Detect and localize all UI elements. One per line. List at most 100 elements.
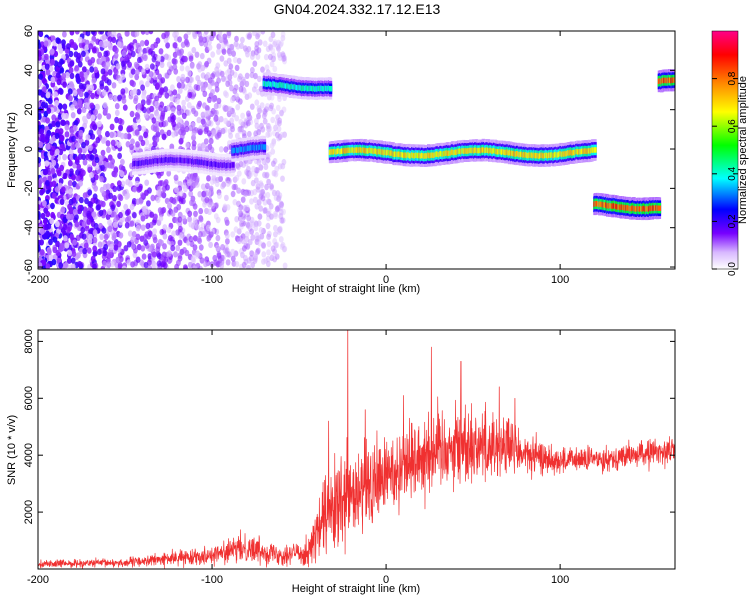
noise-cell	[266, 178, 271, 186]
noise-cell	[58, 128, 64, 135]
noise-cell	[162, 224, 168, 231]
noise-cell	[82, 210, 88, 218]
noise-cell	[38, 101, 41, 108]
noise-cell	[106, 146, 111, 153]
noise-cell	[171, 131, 177, 138]
noise-cell	[120, 88, 126, 95]
noise-cell	[264, 64, 270, 71]
noise-cell	[181, 99, 187, 107]
noise-cell	[88, 144, 93, 152]
noise-cell	[135, 225, 141, 232]
noise-cell	[266, 208, 272, 215]
noise-cell	[126, 208, 131, 215]
noise-cell	[205, 145, 210, 152]
noise-cell	[279, 109, 284, 117]
noise-cell	[81, 233, 87, 240]
noise-cell	[263, 53, 269, 61]
noise-cell	[70, 112, 76, 119]
noise-cell	[87, 166, 93, 174]
noise-cell	[276, 194, 282, 202]
noise-cell	[81, 83, 87, 90]
noise-cell	[189, 62, 195, 70]
noise-cell	[108, 44, 113, 51]
noise-cell	[67, 88, 73, 95]
noise-cell	[143, 233, 148, 241]
noise-cell	[163, 120, 169, 127]
noise-cell	[280, 163, 286, 170]
noise-cell	[84, 225, 90, 232]
noise-cell	[257, 213, 263, 220]
noise-cell	[99, 31, 105, 35]
noise-cell	[68, 207, 74, 214]
noise-cell	[170, 112, 175, 120]
noise-cell	[241, 78, 247, 86]
noise-cell	[42, 86, 47, 93]
noise-cell	[202, 102, 207, 109]
noise-cell	[261, 258, 266, 265]
noise-cell	[266, 249, 271, 256]
noise-cell	[116, 32, 122, 40]
noise-cell	[66, 43, 71, 50]
noise-cell	[230, 190, 236, 198]
noise-cell	[131, 198, 137, 205]
noise-cell	[239, 216, 245, 224]
noise-cell	[178, 190, 184, 197]
noise-cell	[276, 195, 281, 203]
noise-cell	[105, 61, 111, 68]
noise-cell	[94, 72, 100, 79]
noise-cell	[166, 201, 172, 208]
noise-cell	[271, 138, 277, 145]
noise-cell	[126, 241, 132, 248]
noise-cell	[137, 102, 142, 110]
noise-cell	[234, 64, 240, 72]
noise-cell	[155, 246, 161, 253]
noise-cell	[130, 261, 136, 268]
noise-cell	[124, 193, 130, 200]
noise-cell	[98, 40, 104, 48]
noise-cell	[256, 47, 262, 54]
noise-cell	[183, 264, 188, 269]
noise-cell	[166, 69, 172, 76]
noise-cell	[137, 56, 142, 64]
noise-cell	[262, 110, 268, 117]
noise-cell	[140, 31, 146, 35]
noise-cell	[206, 130, 212, 137]
noise-cell	[211, 129, 217, 137]
noise-cell	[271, 108, 276, 115]
noise-cell	[161, 32, 167, 40]
noise-cell	[102, 260, 107, 268]
noise-cell	[118, 232, 124, 239]
noise-cell	[201, 191, 207, 198]
noise-cell	[115, 63, 121, 70]
noise-cell	[205, 72, 211, 79]
noise-cell	[185, 76, 190, 84]
noise-cell	[107, 252, 113, 259]
noise-cell	[211, 95, 217, 103]
noise-cell	[135, 141, 140, 148]
noise-cell	[126, 259, 132, 266]
noise-cell	[282, 55, 287, 62]
noise-cell	[280, 241, 286, 249]
noise-cell	[95, 204, 101, 211]
noise-cell	[73, 119, 79, 127]
noise-cell	[69, 81, 74, 88]
noise-cell	[175, 229, 181, 236]
noise-cell	[60, 186, 66, 193]
noise-cell	[50, 202, 55, 210]
noise-cell	[49, 149, 55, 156]
noise-cell	[245, 221, 251, 228]
noise-cell	[81, 141, 86, 149]
noise-cell	[271, 55, 276, 62]
noise-cell	[180, 73, 186, 81]
noise-cell	[77, 261, 83, 268]
noise-cell	[122, 104, 128, 111]
noise-cell	[38, 182, 42, 189]
noise-cell	[255, 167, 260, 174]
noise-cell	[90, 255, 96, 262]
noise-cell	[112, 185, 118, 192]
noise-cell	[270, 55, 276, 63]
noise-cell	[45, 133, 50, 140]
noise-cell	[166, 170, 172, 177]
noise-cell	[276, 228, 282, 235]
noise-cell	[99, 175, 105, 183]
